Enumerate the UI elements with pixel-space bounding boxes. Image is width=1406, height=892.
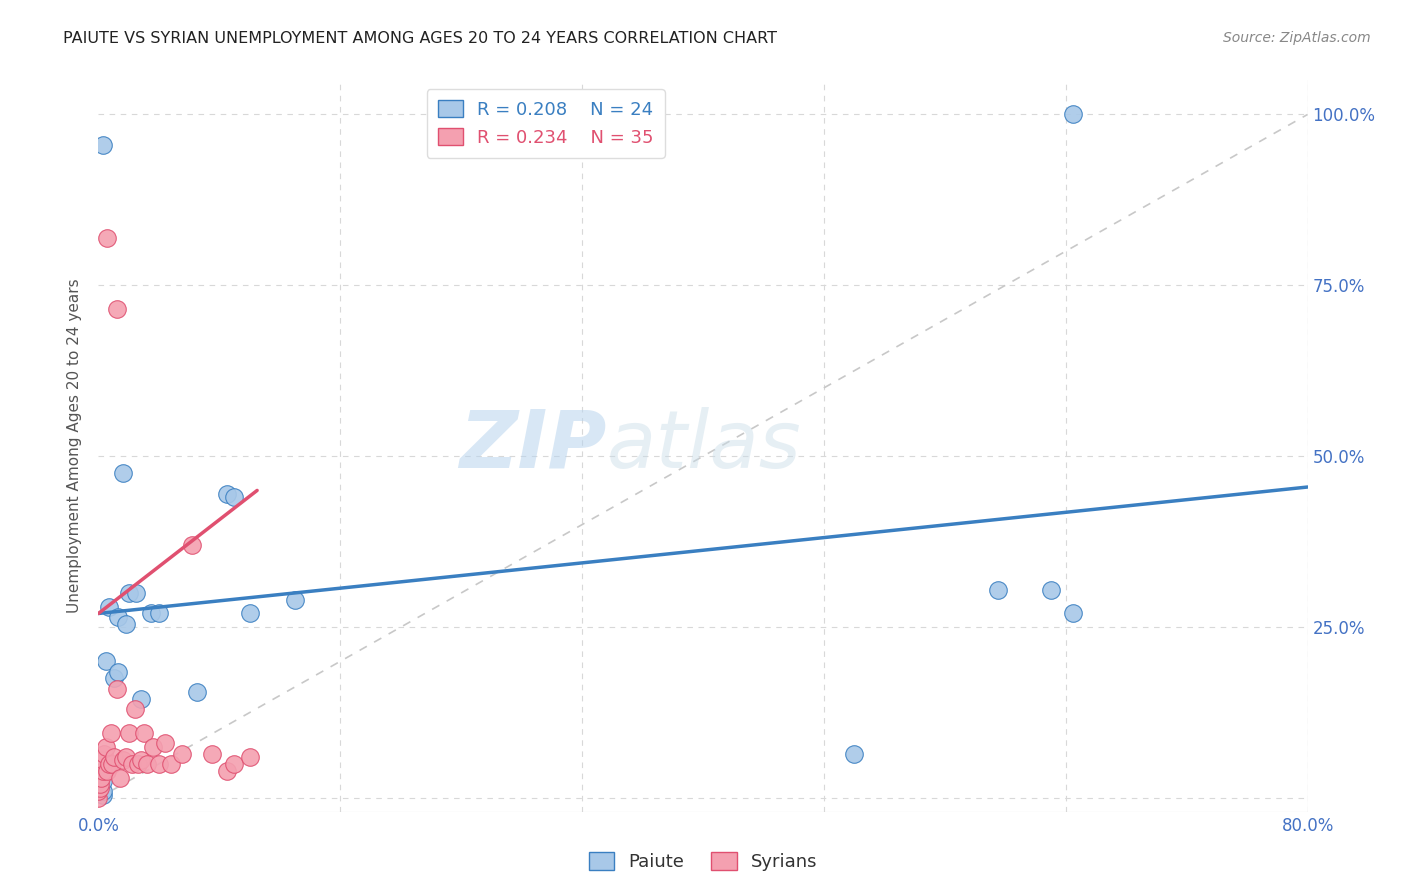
Point: [98, 599, 121, 614]
Point: [125, 586, 148, 600]
Point: [148, 756, 170, 771]
Point: [89, 780, 111, 795]
Point: [181, 538, 204, 552]
Point: [132, 726, 155, 740]
Point: [160, 756, 183, 771]
Point: [987, 582, 1010, 597]
Point: [224, 490, 246, 504]
Point: [1039, 582, 1062, 597]
Point: [239, 750, 262, 764]
Point: [103, 672, 125, 686]
Point: [91, 764, 114, 778]
Point: [103, 750, 125, 764]
Point: [124, 702, 146, 716]
Point: [94, 739, 117, 754]
Point: [94, 654, 117, 668]
Point: [87, 784, 110, 798]
Point: [114, 616, 136, 631]
Point: [111, 754, 134, 768]
Text: PAIUTE VS SYRIAN UNEMPLOYMENT AMONG AGES 20 TO 24 YEARS CORRELATION CHART: PAIUTE VS SYRIAN UNEMPLOYMENT AMONG AGES…: [63, 31, 778, 46]
Point: [135, 756, 157, 771]
Point: [91, 774, 114, 789]
Point: [127, 756, 149, 771]
Text: ZIP: ZIP: [458, 407, 606, 485]
Point: [91, 788, 114, 802]
Point: [224, 756, 246, 771]
Point: [142, 739, 165, 754]
Point: [91, 784, 114, 798]
Y-axis label: Unemployment Among Ages 20 to 24 years: Unemployment Among Ages 20 to 24 years: [67, 278, 83, 614]
Point: [215, 487, 238, 501]
Point: [186, 685, 208, 699]
Point: [89, 777, 111, 791]
Point: [107, 665, 129, 679]
Point: [91, 138, 114, 153]
Legend: Paiute, Syrians: Paiute, Syrians: [581, 846, 825, 879]
Text: Source: ZipAtlas.com: Source: ZipAtlas.com: [1223, 31, 1371, 45]
Point: [90, 771, 112, 785]
Point: [93, 747, 115, 761]
Point: [108, 771, 131, 785]
Point: [98, 756, 121, 771]
Point: [96, 230, 118, 244]
Point: [107, 610, 129, 624]
Point: [1062, 607, 1084, 621]
Point: [284, 592, 307, 607]
Point: [170, 747, 193, 761]
Point: [87, 791, 110, 805]
Point: [114, 750, 136, 764]
Point: [201, 747, 224, 761]
Text: atlas: atlas: [606, 407, 801, 485]
Point: [1062, 107, 1084, 121]
Point: [844, 747, 866, 761]
Point: [101, 756, 124, 771]
Point: [118, 726, 141, 740]
Point: [100, 726, 122, 740]
Point: [141, 607, 163, 621]
Point: [121, 756, 143, 771]
Point: [96, 764, 118, 778]
Point: [91, 754, 114, 768]
Point: [239, 607, 262, 621]
Point: [215, 764, 238, 778]
Point: [153, 736, 176, 750]
Legend: R = 0.208    N = 24, R = 0.234    N = 35: R = 0.208 N = 24, R = 0.234 N = 35: [427, 89, 665, 158]
Point: [148, 607, 170, 621]
Point: [111, 467, 134, 481]
Point: [118, 586, 141, 600]
Point: [105, 302, 128, 317]
Point: [105, 681, 128, 696]
Point: [129, 754, 152, 768]
Point: [129, 692, 152, 706]
